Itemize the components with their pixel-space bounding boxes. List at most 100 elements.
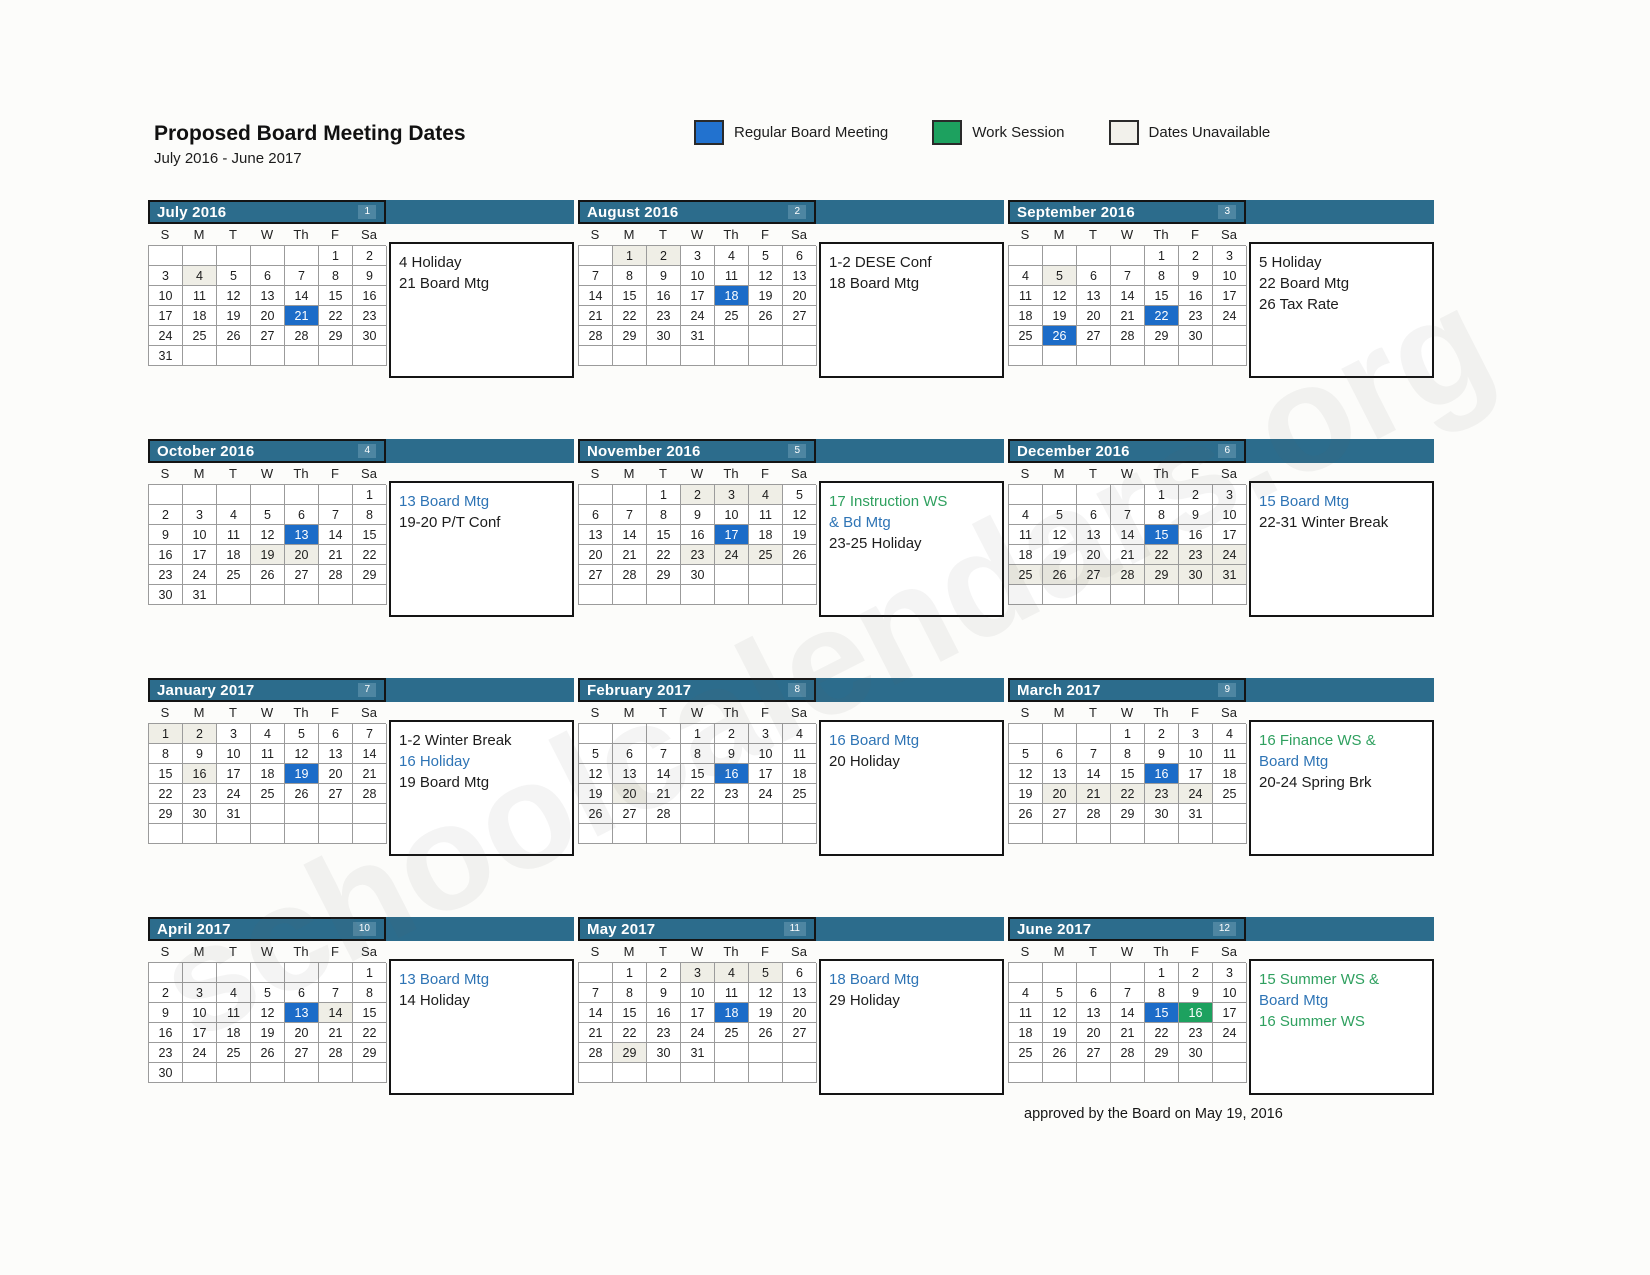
date-cell: 8 (1145, 505, 1179, 525)
note-line: Board Mtg (1259, 992, 1329, 1009)
date-cell: 15 (681, 764, 715, 784)
date-cell: 14 (285, 286, 319, 306)
date-cell: 20 (1077, 545, 1111, 565)
date-cell: 23 (1145, 784, 1179, 804)
day-header-cell: Sa (1221, 227, 1237, 242)
date-cell (715, 585, 749, 605)
date-cell: 19 (749, 1003, 783, 1023)
date-cell: 17 (1213, 1003, 1247, 1023)
date-cell: 8 (149, 744, 183, 764)
date-cell (1077, 485, 1111, 505)
date-cell: 20 (285, 1023, 319, 1043)
month-body: S M T W Th F Sa 1 2 3 4 5 6 7 8 9 10 11 12 13 14 15 16 17 18 19 20… (578, 941, 1004, 1095)
month-block: October 2016 4 S M T W Th F Sa 1 2 3 4 5 6 7 8 9 10 11 12 13 1… (148, 439, 574, 678)
date-cell: 13 (783, 983, 817, 1003)
day-header-cell: Sa (361, 227, 377, 242)
month-number-badge: 3 (1218, 205, 1236, 219)
month-header-box: January 2017 7 (148, 678, 386, 702)
date-cell (1213, 346, 1247, 366)
date-cell (1111, 585, 1145, 605)
date-grid: 1 2 3 4 5 6 7 8 9 10 11 12 13 14 15 16 17 18 19 20 21 22 23 24 2… (578, 962, 817, 1083)
date-cell: 18 (1009, 545, 1043, 565)
date-cell: 31 (681, 326, 715, 346)
date-cell: 12 (783, 505, 817, 525)
date-cell: 13 (1077, 1003, 1111, 1023)
month-title: February 2017 (587, 681, 692, 699)
date-cell: 9 (1179, 983, 1213, 1003)
date-cell: 19 (749, 286, 783, 306)
date-cell: 11 (1009, 525, 1043, 545)
date-cell: 26 (1043, 326, 1077, 346)
day-header-cell: Sa (791, 466, 807, 481)
day-header-cell: Th (1153, 466, 1169, 481)
month-header-bar: July 2016 1 (148, 200, 574, 224)
date-cell (319, 485, 353, 505)
date-cell: 23 (183, 784, 217, 804)
day-header-cell: Sa (1221, 466, 1237, 481)
day-header-cell: W (690, 227, 704, 242)
date-cell: 5 (251, 983, 285, 1003)
month-block: December 2016 6 S M T W Th F Sa 1 2 3 4 5 6 7 8 9 10 11 12 13… (1008, 439, 1434, 678)
day-header-cell: M (193, 227, 205, 242)
month-block: July 2016 1 S M T W Th F Sa 1 2 3 4 5 6 7 8 9 10 11 12 13 14 15… (148, 200, 574, 439)
date-cell: 12 (217, 286, 251, 306)
date-cell (1179, 824, 1213, 844)
date-cell (749, 585, 783, 605)
date-cell: 28 (579, 326, 613, 346)
day-header-row: S M T W Th F Sa (578, 463, 816, 484)
date-cell: 11 (183, 286, 217, 306)
date-cell: 20 (783, 286, 817, 306)
date-cell (579, 246, 613, 266)
date-cell: 5 (749, 963, 783, 983)
date-cell: 15 (353, 525, 387, 545)
date-cell (217, 585, 251, 605)
day-header-row: S M T W Th F Sa (1008, 702, 1246, 723)
date-cell: 19 (1043, 306, 1077, 326)
date-cell (783, 346, 817, 366)
date-cell (681, 804, 715, 824)
date-cell: 16 (1145, 764, 1179, 784)
date-cell: 8 (1111, 744, 1145, 764)
date-cell: 19 (1043, 545, 1077, 565)
date-cell: 27 (1077, 1043, 1111, 1063)
date-cell (681, 1063, 715, 1083)
day-header-cell: Th (723, 227, 739, 242)
date-cell (319, 585, 353, 605)
day-header-cell: F (331, 944, 339, 959)
date-cell: 22 (1145, 1023, 1179, 1043)
date-cell: 16 (647, 1003, 681, 1023)
day-header-cell: T (1089, 705, 1097, 720)
date-cell (1009, 824, 1043, 844)
date-cell: 21 (285, 306, 319, 326)
date-cell: 16 (353, 286, 387, 306)
month-title: March 2017 (1017, 681, 1101, 699)
date-cell: 26 (749, 1023, 783, 1043)
date-cell: 1 (647, 485, 681, 505)
month-header-box: December 2016 6 (1008, 439, 1246, 463)
date-cell: 3 (749, 724, 783, 744)
date-cell: 29 (149, 804, 183, 824)
date-cell: 8 (353, 505, 387, 525)
date-cell (783, 824, 817, 844)
date-cell: 14 (579, 1003, 613, 1023)
date-cell: 1 (353, 485, 387, 505)
month-block: January 2017 7 S M T W Th F Sa 1 2 3 4 5 6 7 8 9 10 11 12 13 1… (148, 678, 574, 917)
date-cell: 28 (579, 1043, 613, 1063)
date-cell: 10 (149, 286, 183, 306)
date-cell: 23 (1179, 1023, 1213, 1043)
date-cell: 24 (217, 784, 251, 804)
date-cell: 7 (1111, 983, 1145, 1003)
day-header-cell: T (1089, 227, 1097, 242)
note-line: 23-25 Holiday (829, 535, 922, 552)
date-cell (783, 565, 817, 585)
note-line: 22-31 Winter Break (1259, 514, 1389, 531)
date-cell: 4 (183, 266, 217, 286)
date-cell: 26 (749, 306, 783, 326)
date-cell (251, 485, 285, 505)
date-cell: 26 (217, 326, 251, 346)
date-cell: 7 (647, 744, 681, 764)
date-cell (1111, 1063, 1145, 1083)
month-number-badge: 6 (1218, 444, 1236, 458)
date-cell: 21 (353, 764, 387, 784)
date-cell (285, 485, 319, 505)
